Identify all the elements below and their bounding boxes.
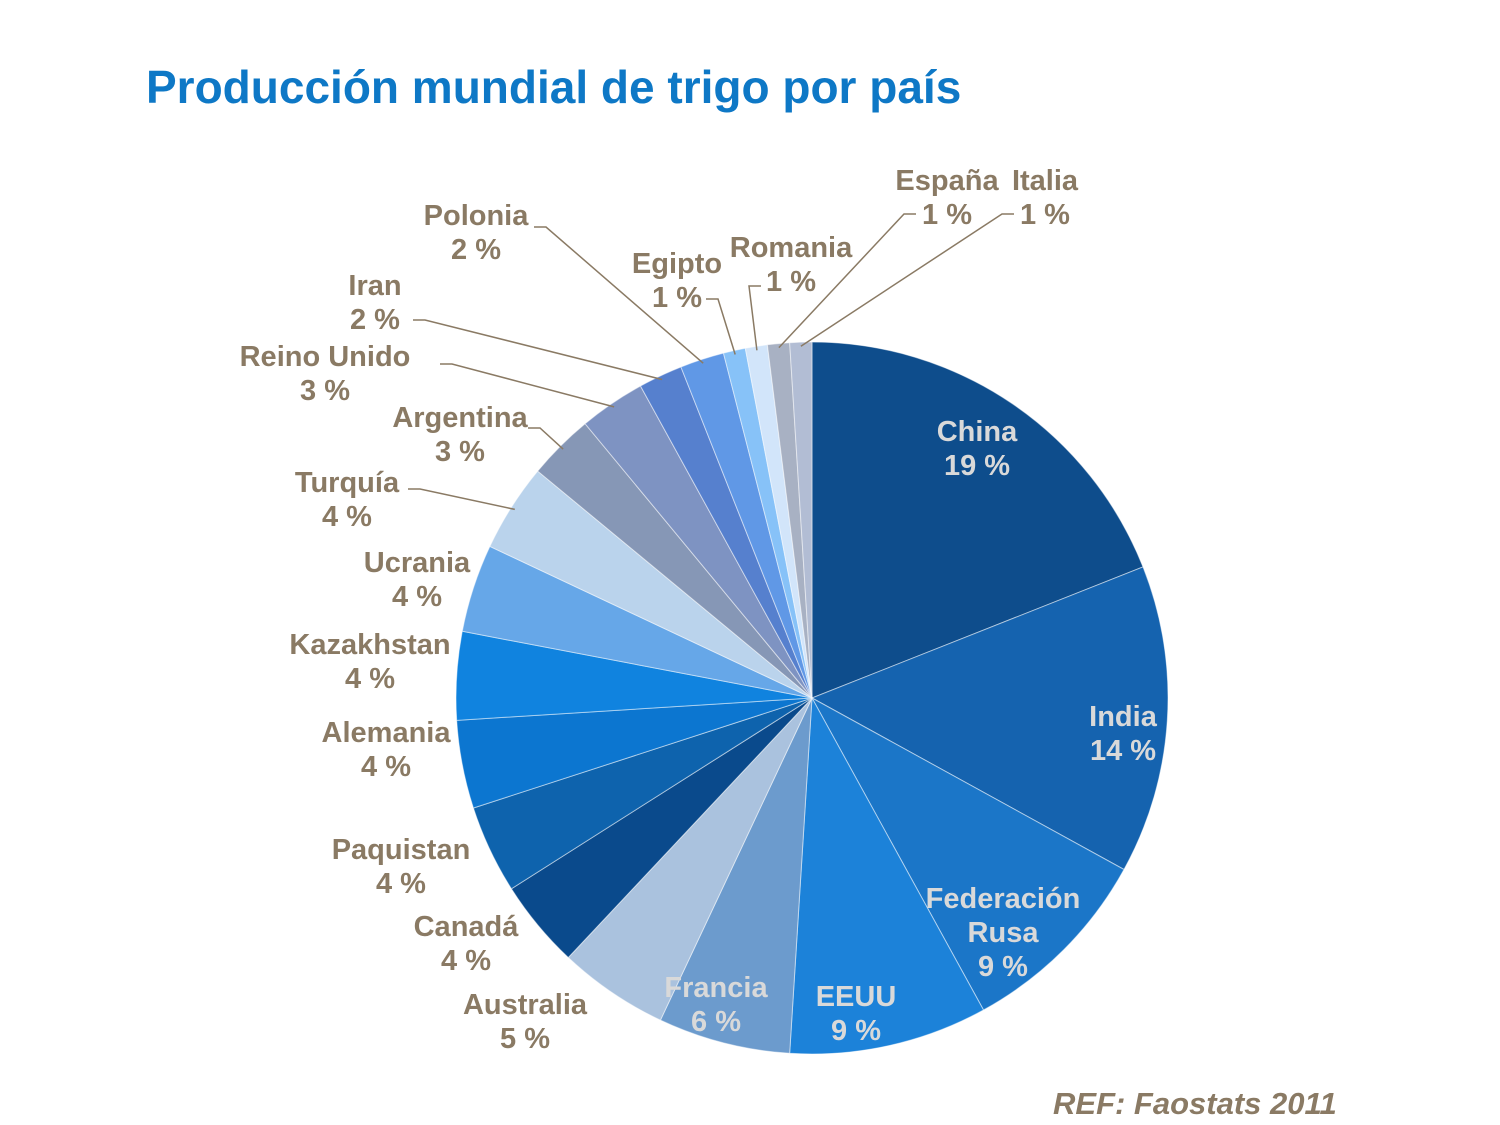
pie-slice-eeuu bbox=[789, 696, 985, 1055]
chart-title: Producción mundial de trigo por país bbox=[146, 61, 962, 113]
leader-line-polonia bbox=[534, 226, 704, 364]
leader-line-italia bbox=[800, 213, 1014, 347]
leader-line-turquia bbox=[408, 488, 515, 511]
pie-slice-italia bbox=[789, 341, 813, 699]
leader-line-reino-unido bbox=[440, 363, 615, 408]
source-reference: REF: Faostats 2011 bbox=[1053, 1086, 1337, 1121]
pie-slice-federacion-rusa bbox=[810, 696, 1125, 1011]
leader-line-romania bbox=[748, 285, 761, 351]
leader-line-espana bbox=[778, 213, 916, 349]
pie-slice-francia bbox=[659, 697, 813, 1054]
leader-line-egipto bbox=[706, 298, 736, 355]
leader-line-iran bbox=[413, 319, 663, 381]
pie-slice-china bbox=[811, 341, 1144, 699]
leader-line-argentina bbox=[528, 427, 564, 450]
pie-slice-india bbox=[810, 566, 1169, 871]
